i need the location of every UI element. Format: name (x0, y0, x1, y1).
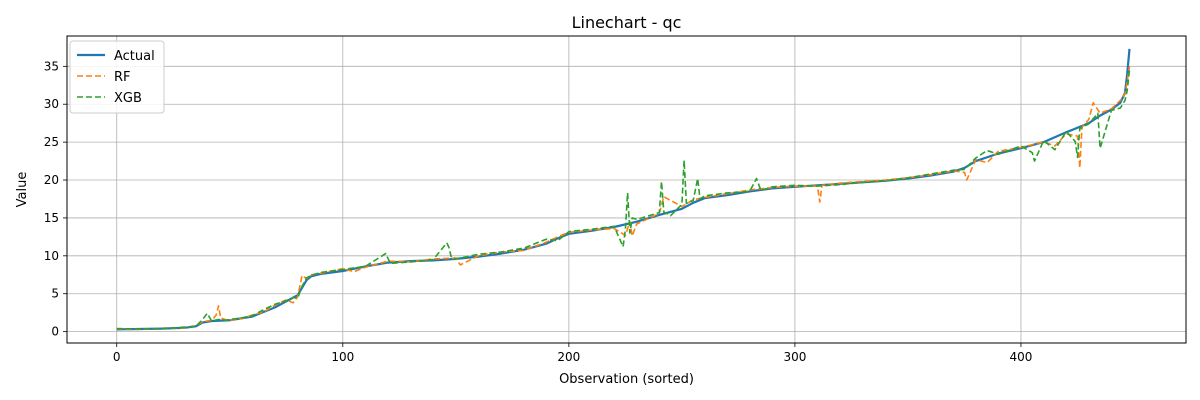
y-tick-label: 15 (44, 211, 59, 225)
series-line-actual (116, 48, 1131, 331)
chart-title: Linechart - qc (572, 13, 682, 32)
x-tick-label: 300 (783, 350, 806, 364)
x-tick-label: 0 (113, 350, 121, 364)
series-line-xgb (116, 70, 1131, 330)
legend-label-rf: RF (114, 70, 131, 85)
y-tick-label: 0 (51, 325, 59, 339)
y-tick-label: 20 (44, 173, 59, 187)
x-axis-ticks: 0 100 200 300 400 (113, 343, 1033, 364)
y-tick-label: 30 (44, 97, 59, 111)
x-tick-label: 400 (1010, 350, 1033, 364)
x-tick-label: 200 (557, 350, 580, 364)
y-tick-label: 10 (44, 249, 59, 263)
series-lines (116, 48, 1131, 331)
legend-label-xgb: XGB (114, 91, 142, 106)
legend-box (69, 40, 165, 114)
legend-label-actual: Actual (114, 49, 155, 64)
y-tick-label: 5 (51, 287, 59, 301)
grid-lines (67, 36, 1186, 343)
plot-area-frame (66, 35, 1187, 344)
x-tick-label: 100 (331, 350, 354, 364)
legend: Actual RF XGB (69, 40, 165, 114)
series-line-rf (116, 66, 1131, 331)
y-tick-label: 25 (44, 135, 59, 149)
y-tick-label: 35 (44, 59, 59, 73)
y-axis-ticks: 0 5 10 15 20 25 30 35 (44, 59, 67, 339)
x-axis-title: Observation (sorted) (559, 372, 694, 387)
y-axis-title: Value (15, 172, 30, 208)
